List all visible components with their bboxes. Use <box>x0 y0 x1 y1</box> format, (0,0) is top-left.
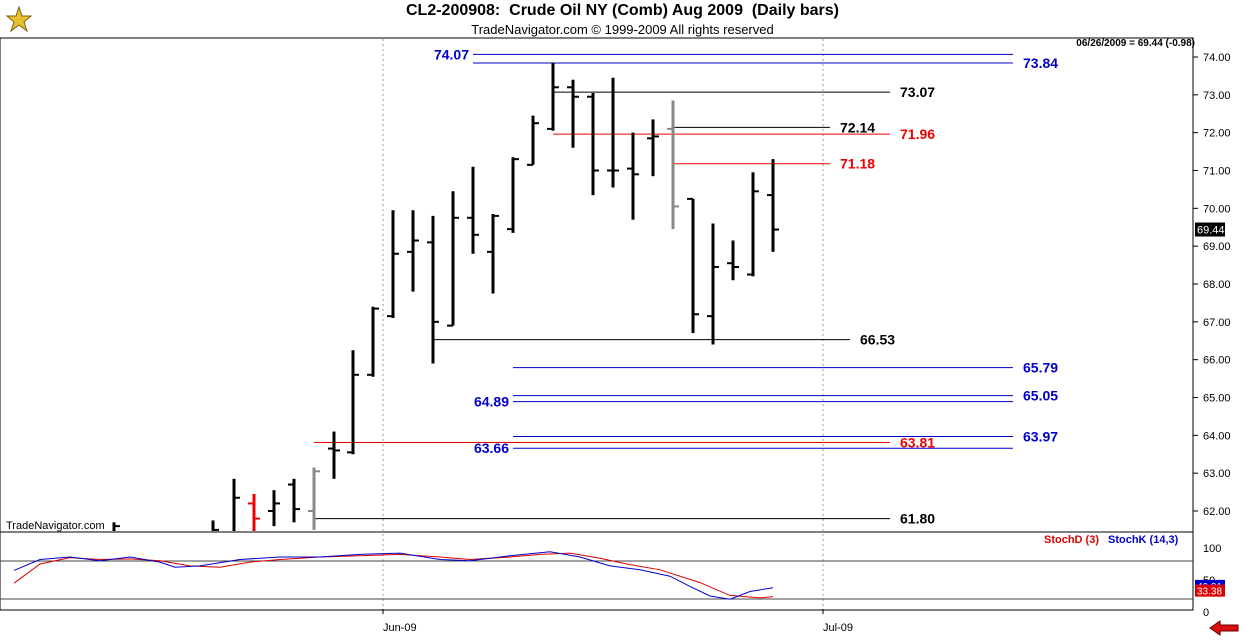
level-label: 65.79 <box>1023 360 1058 376</box>
level-label: 63.81 <box>900 435 935 451</box>
ohlc-bar <box>467 166 479 254</box>
ohlc-bar <box>248 493 260 531</box>
ohlc-bar <box>211 520 219 531</box>
level-label: 63.97 <box>1023 428 1058 444</box>
y-tick-label: 62.00 <box>1203 506 1231 518</box>
ohlc-bar <box>667 100 679 230</box>
y-tick-label: 70.00 <box>1203 203 1231 215</box>
level-label: 66.53 <box>860 332 895 348</box>
ohlc-bar <box>232 478 240 531</box>
stochd-value-label: 33.38 <box>1197 587 1222 598</box>
x-tick-label: Jun-09 <box>383 622 417 634</box>
ohlc-bar <box>347 350 359 455</box>
y-tick-label: 63.00 <box>1203 468 1231 480</box>
y-tick-label: 66.00 <box>1203 355 1231 367</box>
ohlc-bar <box>407 210 419 292</box>
ohlc-bar <box>647 119 659 177</box>
y-tick-label: 73.00 <box>1203 90 1231 102</box>
ohlc-bar <box>328 431 340 479</box>
stoch-legend-label: StochK (14,3) <box>1108 534 1179 546</box>
ohlc-bar <box>707 223 719 345</box>
y-tick-label: 64.00 <box>1203 430 1231 442</box>
y-tick-label: 69.00 <box>1203 241 1231 253</box>
stochastic-pane: 100500StochD (3)StochK (14,3)40.8133.38 <box>0 534 1225 619</box>
price-pane-frame <box>0 37 1194 611</box>
watermark: TradeNavigator.com <box>6 520 105 532</box>
ohlc-bar <box>268 490 280 527</box>
ohlc-bar <box>747 172 759 277</box>
stochd-value-marker <box>1195 584 1225 597</box>
y-tick-label: 71.00 <box>1203 166 1231 178</box>
y-tick-label: 74.00 <box>1203 52 1231 64</box>
ohlc-bar <box>427 215 439 364</box>
ohlc-bar <box>567 79 579 148</box>
ohlc-bar <box>767 159 779 252</box>
stoch-legend-label: StochD (3) <box>1044 534 1099 546</box>
level-label: 65.05 <box>1023 388 1058 404</box>
ohlc-bar <box>367 306 379 377</box>
ohlc-bar <box>687 197 699 334</box>
ohlc-bar <box>527 115 539 166</box>
current-price-label: 69.44 <box>1197 225 1225 237</box>
stoch-tick-label: 0 <box>1203 607 1209 619</box>
level-label: 72.14 <box>840 119 875 135</box>
price-bars <box>112 62 779 531</box>
level-label: 74.07 <box>434 46 469 62</box>
price-levels: 74.07 73.84 73.07 72.14 71.96 71.18 66.53 65.79… <box>314 46 1058 527</box>
x-tick-label: Jul-09 <box>823 622 853 634</box>
level-label: 63.66 <box>474 440 509 456</box>
copyright-line: TradeNavigator.com © 1999-2009 All right… <box>471 22 774 37</box>
level-label: 61.80 <box>900 511 935 527</box>
ohlc-bar <box>607 77 619 188</box>
ohlc-bar <box>387 210 399 319</box>
level-label: 64.89 <box>474 394 509 410</box>
ohlc-bar <box>627 132 639 220</box>
trade-navigator-logo-icon <box>5 5 33 33</box>
price-axis: 74.00 73.00 72.00 71.00 70.00 69.00 68.00 67.00… <box>1193 52 1231 518</box>
last-quote: 06/26/2009 = 69.44 (-0.98) <box>1076 38 1195 49</box>
chart-title: CL2-200908: Crude Oil NY (Comb) Aug 2009… <box>405 2 839 19</box>
ohlc-bar <box>587 92 599 196</box>
level-label: 73.84 <box>1023 55 1058 71</box>
y-tick-label: 72.00 <box>1203 128 1231 140</box>
ohlc-bar <box>447 191 459 327</box>
stoch-line <box>13 551 774 600</box>
y-tick-label: 67.00 <box>1203 317 1231 329</box>
ohlc-bar <box>288 478 300 523</box>
level-label: 71.18 <box>840 156 875 172</box>
level-label: 71.96 <box>900 126 935 142</box>
ohlc-bar <box>507 157 519 233</box>
ohlc-bar <box>487 214 499 294</box>
red-left-arrow-icon[interactable] <box>1208 620 1240 636</box>
ohlc-bar <box>727 240 739 281</box>
current-price-marker <box>1195 222 1225 237</box>
stoch-line <box>13 552 774 599</box>
y-tick-label: 68.00 <box>1203 279 1231 291</box>
ohlc-bar <box>547 62 559 131</box>
date-axis: Jun-09 Jul-09 <box>382 609 853 634</box>
level-label: 73.07 <box>900 84 935 100</box>
ohlc-bar <box>112 522 120 531</box>
y-tick-label: 65.00 <box>1203 393 1231 405</box>
stoch-tick-label: 100 <box>1203 543 1221 555</box>
ohlc-bar <box>308 467 320 530</box>
